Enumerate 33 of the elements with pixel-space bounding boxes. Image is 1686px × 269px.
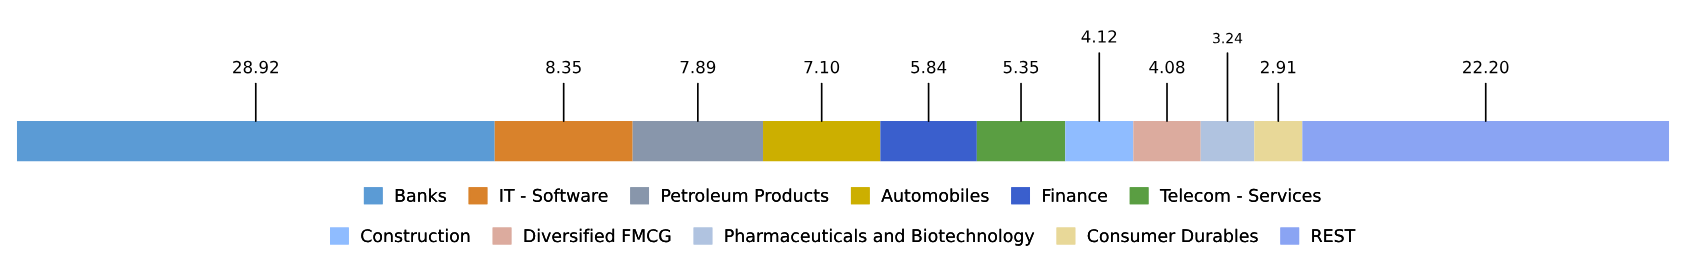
data-label: 5.84 <box>911 60 947 74</box>
bar <box>880 121 977 162</box>
legend-label: Telecom - Services <box>1159 188 1321 202</box>
bar <box>1200 121 1255 162</box>
legend-label: Automobiles <box>881 188 989 202</box>
data-label: 7.10 <box>804 60 840 74</box>
data-label: 28.92 <box>233 60 278 74</box>
bar <box>976 121 1066 162</box>
bar <box>763 121 881 162</box>
legend-label: Petroleum Products <box>662 188 829 202</box>
bar <box>1133 121 1201 162</box>
data-label: 4.08 <box>1149 60 1185 74</box>
data-label: 4.12 <box>1081 30 1117 43</box>
bar <box>1254 121 1303 162</box>
data-label: 22.20 <box>1463 60 1509 74</box>
legend-label: Diversified FMCG <box>524 228 671 243</box>
legend-label: Pharmaceuticals and Biotechnology <box>725 228 1035 246</box>
legend-label: Banks <box>395 188 446 202</box>
data-label: 3.24 <box>1213 32 1243 44</box>
data-label: 8.35 <box>546 60 581 74</box>
bar <box>16 121 495 162</box>
bar <box>1302 121 1670 162</box>
bar <box>1065 121 1134 162</box>
bar <box>494 121 633 162</box>
data-label: 7.89 <box>680 60 716 74</box>
bar <box>632 121 764 162</box>
legend-label: Consumer Durables <box>1087 228 1258 243</box>
data-label: 2.91 <box>1260 60 1296 74</box>
legend-label: Construction <box>361 228 470 243</box>
data-label: 5.35 <box>1003 60 1039 74</box>
legend-label: Finance <box>1043 188 1107 202</box>
legend-label: REST <box>1312 229 1356 243</box>
legend-label: IT - Software <box>500 188 608 202</box>
